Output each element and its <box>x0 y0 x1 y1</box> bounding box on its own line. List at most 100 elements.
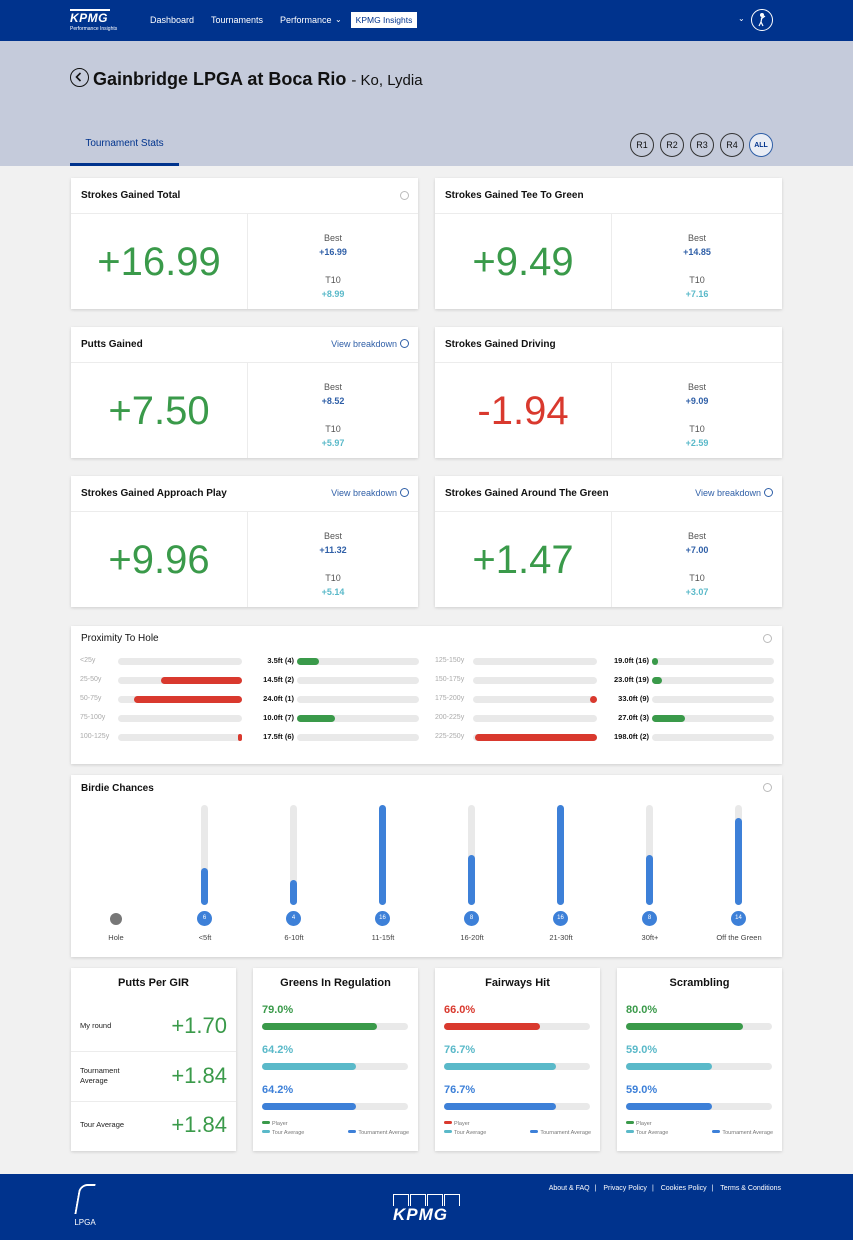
percentage-card-title: Fairways Hit <box>485 977 550 989</box>
player-percentage: 66.0% <box>444 1004 476 1016</box>
negative-bar <box>589 696 597 703</box>
t10-value: +2.59 <box>685 438 709 448</box>
negative-track <box>473 677 597 684</box>
nav-performance[interactable]: Performance <box>280 15 332 25</box>
tournament-name: Gainbridge LPGA at Boca Rio <box>93 69 347 89</box>
legend-label: Player <box>454 1121 470 1127</box>
player-bar <box>262 1023 378 1030</box>
best-label: Best <box>323 382 342 392</box>
card-header: Strokes Gained Tee To Green <box>435 178 782 214</box>
positive-bar <box>652 658 659 665</box>
negative-bar <box>238 734 242 741</box>
info-icon[interactable] <box>763 783 772 792</box>
negative-bar <box>134 696 242 703</box>
golfer-silhouette-icon <box>74 1184 96 1214</box>
proximity-range: 75-100y <box>80 714 106 721</box>
positive-track <box>297 658 419 665</box>
kpmg-footer-logo[interactable]: KPMG <box>393 1194 460 1224</box>
legend-player: Player <box>444 1121 470 1128</box>
footer-link-privacy[interactable]: Privacy Policy <box>603 1185 647 1192</box>
proximity-value: 19.0ft (16) <box>613 656 649 665</box>
page-header: Gainbridge LPGA at Boca Rio - Ko, Lydia … <box>0 41 853 166</box>
birdie-count-badge: 8 <box>464 911 479 926</box>
positive-track <box>652 734 774 741</box>
proximity-value: 27.0ft (3) <box>618 713 649 722</box>
proximity-row: 150-175y 23.0ft (19) <box>435 674 780 688</box>
logo-tagline: Performance Insights <box>70 26 118 32</box>
putts-per-gir-card: Putts Per GIR My round +1.70 Tournament … <box>71 968 236 1151</box>
view-breakdown-link[interactable]: View breakdown <box>331 487 409 499</box>
ppg-value: +1.84 <box>171 1112 227 1137</box>
tournament-bar <box>262 1103 356 1110</box>
tour-track <box>626 1063 772 1070</box>
negative-bar <box>161 677 242 684</box>
nav-dashboard[interactable]: Dashboard <box>150 15 195 25</box>
view-breakdown-link[interactable]: View breakdown <box>695 487 773 499</box>
negative-track <box>473 715 597 722</box>
round-all-button[interactable]: ALL <box>749 133 773 157</box>
tour-percentage: 64.2% <box>262 1044 294 1056</box>
player-track <box>626 1023 772 1030</box>
view-breakdown-link[interactable]: View breakdown <box>331 338 409 350</box>
negative-track <box>473 696 597 703</box>
round-r1-button[interactable]: R1 <box>630 133 654 157</box>
percentage-card-title: Scrambling <box>669 977 730 989</box>
hole-icon <box>110 913 122 925</box>
player-track <box>262 1023 408 1030</box>
info-icon[interactable] <box>400 191 409 200</box>
user-chevron-down-icon[interactable]: ⌄ <box>738 14 745 23</box>
card-header: Strokes Gained Approach Play View breakdo… <box>71 476 418 512</box>
nav-kpmg-insights[interactable]: KPMG Insights <box>351 12 417 28</box>
kpmg-boxes-icon <box>393 1194 460 1206</box>
player-bar <box>626 1023 743 1030</box>
birdie-count-badge: 4 <box>286 911 301 926</box>
birdie-bar <box>735 817 742 905</box>
positive-track <box>652 715 774 722</box>
player-bar <box>444 1023 541 1030</box>
birdie-track <box>735 805 742 905</box>
legend-swatch <box>262 1121 270 1124</box>
proximity-row: 175-200y 33.0ft (9) <box>435 693 780 707</box>
footer-link-terms[interactable]: Terms & Conditions <box>720 1185 781 1192</box>
chevron-down-icon[interactable]: ⌄ <box>335 15 342 24</box>
putts-per-gir-title: Putts Per GIR <box>118 977 189 989</box>
best-label: Best <box>323 233 342 243</box>
tour-bar <box>262 1063 356 1070</box>
footer-link-cookies[interactable]: Cookies Policy <box>660 1185 707 1192</box>
tournament-bar <box>626 1103 713 1110</box>
avatar[interactable] <box>751 9 773 31</box>
footer-link-about[interactable]: About & FAQ <box>548 1185 590 1192</box>
stat-card: Strokes Gained Tee To Green +9.49 Best +14.… <box>435 178 782 309</box>
legend-swatch <box>262 1130 270 1133</box>
tab-tournament-stats[interactable]: Tournament Stats <box>85 138 164 149</box>
legend-label: Tournament Average <box>722 1130 773 1136</box>
birdie-title: Birdie Chances <box>81 783 154 794</box>
tournament-bar <box>444 1103 556 1110</box>
kpmg-logo[interactable]: KPMG Performance Insights <box>70 9 117 32</box>
nav-tournaments[interactable]: Tournaments <box>211 15 264 25</box>
back-button[interactable] <box>70 68 89 87</box>
proximity-value: 10.0ft (7) <box>263 713 294 722</box>
best-value: +16.99 <box>319 247 347 257</box>
negative-track <box>118 715 242 722</box>
positive-bar <box>652 677 662 684</box>
t10-label: T10 <box>689 275 705 285</box>
divider <box>611 363 612 458</box>
legend-swatch <box>626 1130 634 1133</box>
chevron-left-icon <box>75 72 82 82</box>
info-icon[interactable] <box>763 634 772 643</box>
card-title: Putts Gained <box>81 339 143 350</box>
player-percentage: 79.0% <box>262 1004 294 1016</box>
round-r2-button[interactable]: R2 <box>660 133 684 157</box>
divider <box>247 214 248 309</box>
birdie-count-badge: 16 <box>375 911 390 926</box>
legend-label: Player <box>636 1121 652 1127</box>
tour-bar <box>626 1063 713 1070</box>
positive-track <box>297 696 419 703</box>
round-r4-button[interactable]: R4 <box>720 133 744 157</box>
round-r3-button[interactable]: R3 <box>690 133 714 157</box>
t10-label: T10 <box>689 573 705 583</box>
proximity-range: 100-125y <box>80 733 110 740</box>
proximity-row: 200-225y 27.0ft (3) <box>435 712 780 726</box>
lpga-logo[interactable]: LPGA <box>68 1184 102 1227</box>
